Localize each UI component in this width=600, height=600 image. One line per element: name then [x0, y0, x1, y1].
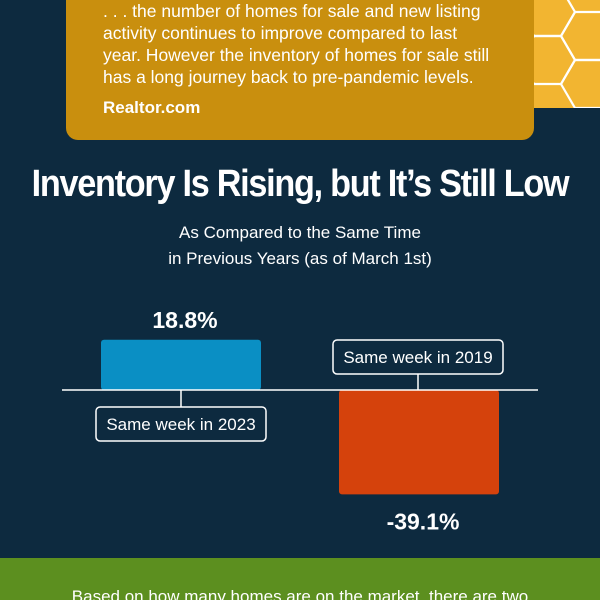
value-label-2: -39.1%	[387, 508, 460, 534]
callout-box-1	[95, 406, 267, 442]
honeycomb-pattern	[534, 0, 600, 108]
category-label-1: Same week in 2023	[106, 415, 255, 434]
footer-text: Based on how many homes are on the marke…	[71, 587, 529, 600]
quote-box: . . . the number of homes for sale and n…	[66, 0, 534, 140]
category-label-2: Same week in 2019	[343, 348, 492, 367]
honeycomb-icon	[534, 0, 600, 108]
chart-title: Inventory Is Rising, but It’s Still Low	[31, 163, 570, 205]
value-label-1: 18.8%	[152, 307, 217, 333]
quote-text: . . . the number of homes for sale and n…	[103, 1, 490, 87]
quote-source: Realtor.com	[103, 98, 201, 117]
chart-subtitle: As Compared to the Same Time in Previous…	[168, 223, 432, 268]
bar-chart: 18.8% -39.1% Same week in 2023 Same week in…	[62, 307, 538, 534]
footer-band: Based on how many homes are on the marke…	[0, 558, 600, 600]
bar-1	[101, 339, 261, 390]
bar-2	[339, 390, 499, 495]
callout-box-2	[332, 339, 504, 375]
